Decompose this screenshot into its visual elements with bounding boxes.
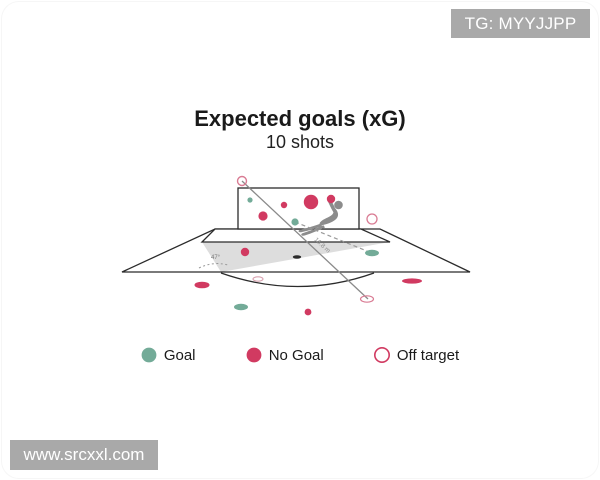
- svg-text:47°: 47°: [211, 255, 221, 261]
